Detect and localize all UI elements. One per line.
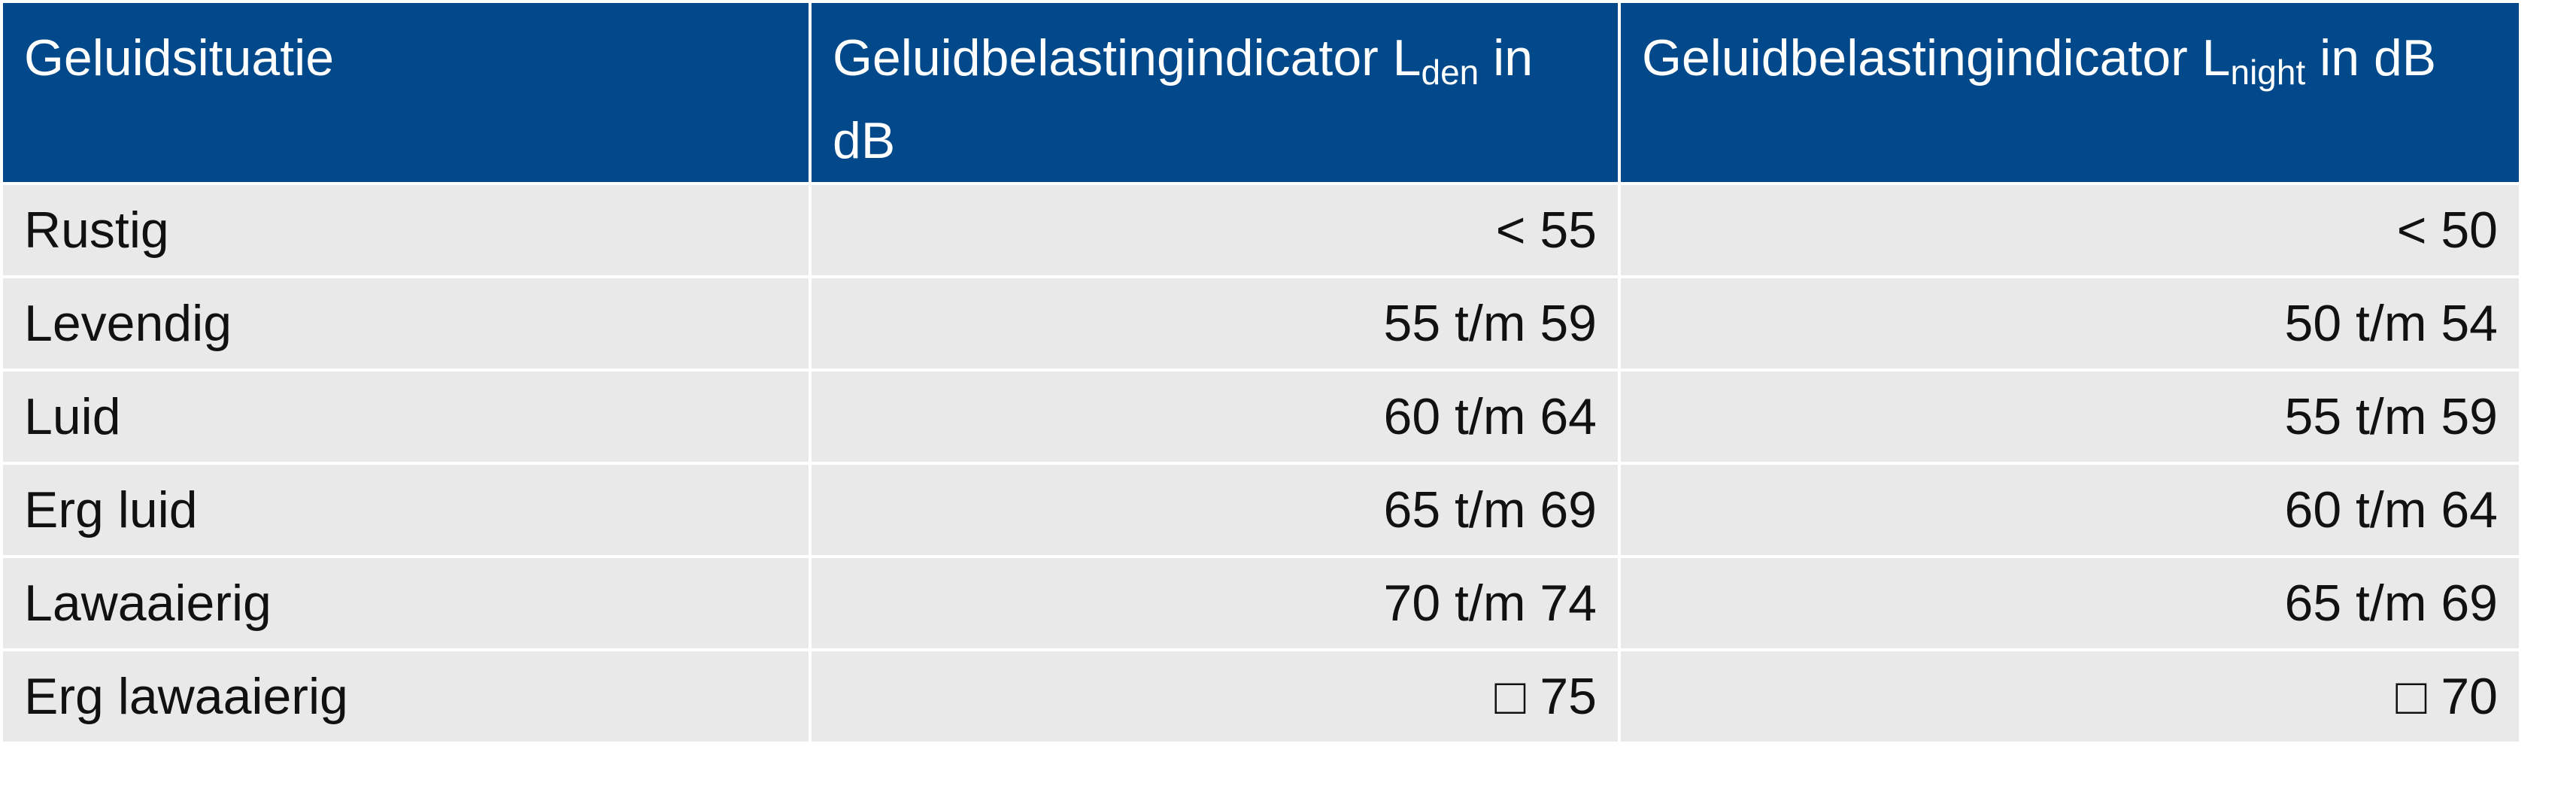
- header-cell: Geluidbelastingindicator Lnight in dB: [1621, 3, 2519, 182]
- level-cell: 55 t/m 59: [812, 278, 1618, 369]
- level-cell: 60 t/m 64: [812, 372, 1618, 462]
- level-cell: 70 t/m 74: [812, 558, 1618, 648]
- level-cell: □ 75: [812, 651, 1618, 742]
- level-cell: < 50: [1621, 185, 2519, 275]
- header-subscript: den: [1421, 53, 1479, 92]
- level-cell: 65 t/m 69: [812, 465, 1618, 555]
- header-row: Geluidsituatie Geluidbelastingindicator …: [3, 3, 2519, 182]
- level-cell: □ 70: [1621, 651, 2519, 742]
- header-subscript: night: [2230, 53, 2306, 92]
- situation-cell: Rustig: [3, 185, 809, 275]
- situation-cell: Luid: [3, 372, 809, 462]
- table-header: Geluidsituatie Geluidbelastingindicator …: [3, 3, 2519, 182]
- table-body: Rustig < 55 < 50 Levendig 55 t/m 59 50 t/m 54…: [3, 185, 2519, 742]
- table-row: Erg lawaaierig □ 75 □ 70: [3, 651, 2519, 742]
- noise-table: Geluidsituatie Geluidbelastingindicator …: [3, 3, 2519, 742]
- level-cell: 65 t/m 69: [1621, 558, 2519, 648]
- table-row: Lawaaierig 70 t/m 74 65 t/m 69: [3, 558, 2519, 648]
- header-text: Geluidbelastingindicator L: [833, 29, 1422, 86]
- header-text: Geluidbelastingindicator L: [1642, 29, 2231, 86]
- level-cell: 55 t/m 59: [1621, 372, 2519, 462]
- situation-cell: Erg lawaaierig: [3, 651, 809, 742]
- table-row: Levendig 55 t/m 59 50 t/m 54: [3, 278, 2519, 369]
- header-text: in dB: [2305, 29, 2437, 86]
- table-row: Luid 60 t/m 64 55 t/m 59: [3, 372, 2519, 462]
- level-cell: < 55: [812, 185, 1618, 275]
- situation-cell: Lawaaierig: [3, 558, 809, 648]
- table-row: Erg luid 65 t/m 69 60 t/m 64: [3, 465, 2519, 555]
- level-cell: 60 t/m 64: [1621, 465, 2519, 555]
- situation-cell: Erg luid: [3, 465, 809, 555]
- table-row: Rustig < 55 < 50: [3, 185, 2519, 275]
- situation-cell: Levendig: [3, 278, 809, 369]
- header-text: in dB: [833, 29, 1534, 169]
- header-cell: Geluidbelastingindicator Lden in dB: [812, 3, 1618, 182]
- level-cell: 50 t/m 54: [1621, 278, 2519, 369]
- header-cell: Geluidsituatie: [3, 3, 809, 182]
- header-text: Geluidsituatie: [24, 29, 335, 86]
